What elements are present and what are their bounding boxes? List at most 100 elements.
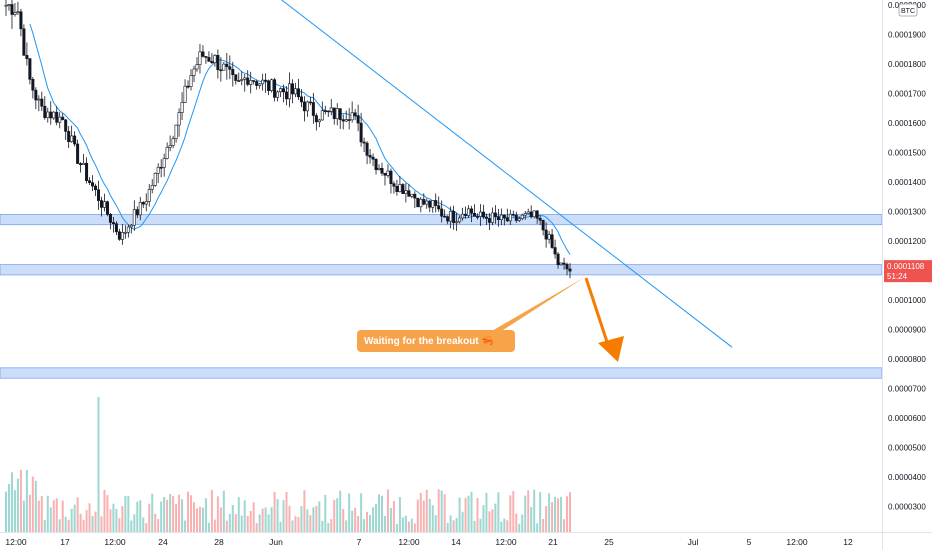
volume-bar: [476, 498, 479, 532]
candle-body: [395, 186, 399, 192]
volume-bar: [348, 493, 351, 532]
volume-bar: [172, 496, 175, 532]
volume-bar: [106, 495, 109, 532]
candle-body: [332, 107, 336, 119]
volume-bar: [43, 519, 46, 532]
candle-body: [338, 108, 342, 120]
volume-bar: [22, 500, 25, 532]
candle-body: [40, 98, 44, 107]
x-tick-label: Jul: [688, 537, 699, 547]
volume-bar: [533, 489, 536, 532]
candle-body: [67, 131, 71, 143]
candle-body: [353, 112, 357, 116]
candle-body: [108, 214, 112, 223]
x-tick-label: 25: [604, 537, 614, 547]
y-tick-label: 0.0000300: [888, 503, 926, 512]
y-tick-label: 0.0001000: [888, 296, 926, 305]
volume-bar: [279, 521, 282, 532]
volume-bar: [306, 509, 309, 532]
candle-body: [204, 56, 208, 58]
volume-bar: [204, 498, 207, 532]
volume-bar: [378, 494, 381, 532]
volume-bar: [539, 492, 542, 532]
candle-body: [135, 209, 139, 216]
downtrend-line[interactable]: [250, 0, 733, 348]
candle-body: [141, 202, 145, 205]
candle-body: [216, 54, 220, 71]
volume-bar: [285, 491, 288, 532]
volume-bar: [419, 492, 422, 532]
candle-body: [162, 158, 166, 168]
volume-bar: [207, 522, 210, 532]
candle-body: [73, 135, 77, 145]
candle-body: [123, 231, 127, 234]
volume-bar: [491, 509, 494, 532]
volume-bar: [395, 523, 398, 532]
volume-bar: [246, 515, 249, 532]
candle-body: [82, 162, 86, 166]
volume-bar: [410, 518, 413, 532]
annotation-callout[interactable]: [357, 330, 515, 352]
volume-bar: [40, 496, 43, 532]
candle-body: [88, 180, 92, 183]
volume-bar: [369, 514, 372, 532]
volume-bar: [49, 507, 52, 532]
volume-bar: [216, 496, 219, 532]
volume-bar: [554, 496, 557, 532]
volume-bar: [243, 500, 246, 532]
candle-body: [171, 138, 175, 146]
volume-bar: [566, 496, 569, 532]
candle-body: [305, 101, 309, 112]
support-zone[interactable]: [0, 264, 882, 276]
candle-body: [461, 213, 465, 219]
candle-body: [437, 205, 441, 210]
volume-bar: [467, 495, 470, 532]
breakdown-arrow-head: [598, 336, 624, 362]
candle-body: [99, 200, 103, 208]
y-tick-label: 0.0000900: [888, 326, 926, 335]
candle-body: [529, 211, 533, 218]
x-tick-label: 5: [747, 537, 752, 547]
volume-bar: [536, 523, 539, 532]
volume-bar: [85, 510, 88, 532]
candle-body: [186, 85, 190, 88]
volume-bar: [55, 498, 58, 532]
volume-bar: [201, 507, 204, 532]
candle-body: [282, 88, 286, 93]
candle-body: [234, 74, 238, 81]
volume-bar: [449, 515, 452, 532]
candle-body: [440, 208, 444, 217]
candle-body: [243, 77, 247, 80]
volume-bar: [386, 489, 389, 532]
volume-bar: [31, 476, 34, 532]
volume-bar: [237, 497, 240, 532]
volume-bar: [25, 469, 28, 532]
volume-bar: [73, 504, 76, 532]
volume-bar: [404, 515, 407, 532]
candle-body: [261, 79, 265, 85]
volume-bar: [333, 499, 336, 532]
candle-body: [7, 4, 11, 6]
y-tick-label: 0.0001600: [888, 119, 926, 128]
volume-bar: [482, 505, 485, 532]
candle-body: [37, 98, 41, 101]
volume-bar: [315, 505, 318, 532]
volume-bar: [330, 519, 333, 532]
candle-body: [559, 262, 563, 266]
volume-bar: [67, 519, 70, 532]
support-zone[interactable]: [0, 367, 882, 379]
candle-body: [413, 193, 417, 199]
volume-bar: [109, 509, 112, 532]
volume-bar: [518, 523, 521, 532]
candle-body: [174, 124, 178, 139]
candle-body: [455, 221, 459, 224]
candle-body: [168, 145, 172, 148]
currency-badge[interactable]: [898, 3, 918, 17]
volume-bar: [58, 519, 61, 532]
x-tick-label: 21: [548, 537, 558, 547]
candle-body: [481, 211, 485, 218]
candle-body: [443, 215, 447, 218]
candle-body: [365, 142, 369, 156]
volume-bar: [506, 520, 509, 532]
volume-bar: [530, 507, 533, 532]
